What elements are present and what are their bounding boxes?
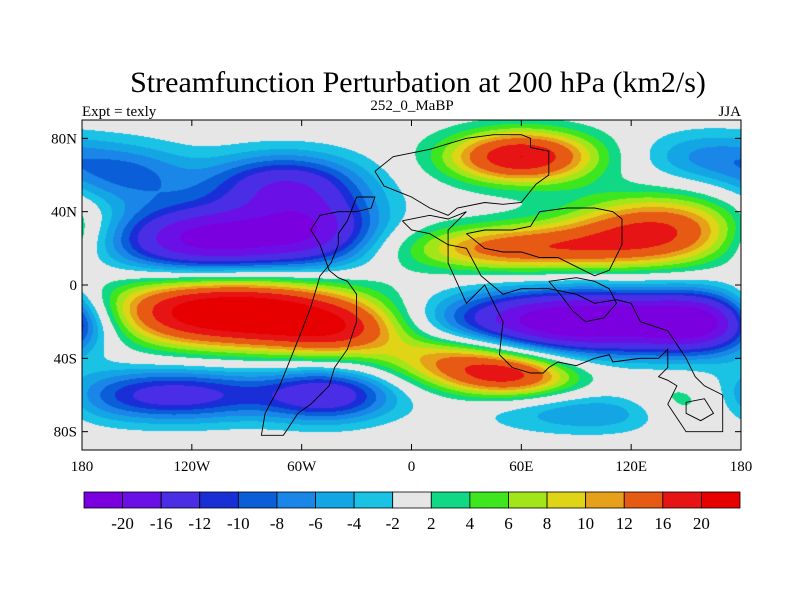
colorbar-swatch-7 [353,491,394,509]
colorbar-label-3: -10 [227,514,250,533]
colorbar-swatch-14 [623,491,664,509]
colorbar-swatch-15 [662,491,702,509]
y-tick-label-0: 80N [51,131,77,147]
colorbar-label-8: 2 [427,514,436,533]
colorbar-swatch-1 [122,491,162,509]
colorbar-swatch-11 [508,491,548,509]
colorbar-swatch-10 [469,491,509,509]
continent-outlines [260,134,724,436]
colorbar-label-14: 16 [654,514,671,533]
y-tick-label-2: 0 [70,278,78,294]
colorbar-label-1: -16 [150,514,173,533]
continent-outline-1 [260,196,376,436]
colorbar-swatch-5 [276,491,316,509]
colorbar-label-12: 10 [577,514,594,533]
colorbar-label-7: -2 [386,514,400,533]
continent-outline-3 [466,207,623,277]
experiment-label: Expt = texly [82,104,157,120]
colorbar-label-4: -8 [270,514,284,533]
colorbar-swatch-16 [701,491,741,509]
plot-area: 180 120W 60W 0 60E 120E 180 80N 40N 0 40S 80S [51,119,752,475]
axis-ticks: 180 120W 60W 0 60E 120E 180 80N 40N 0 40S 80S [51,120,752,475]
y-tick-label-3: 40S [54,351,77,367]
chart-title: Streamfunction Perturbation at 200 hPa (… [130,66,706,99]
colorbar-label-13: 12 [616,514,633,533]
x-tick-label-3: 0 [408,459,416,475]
case-label: 252_0_MaBP [370,98,453,114]
y-tick-label-1: 40N [51,205,77,221]
streamfunction-field [82,120,741,450]
colorbar-swatch-13 [585,491,625,509]
colorbar-swatch-2 [160,491,201,509]
colorbar-label-11: 8 [543,514,552,533]
colorbar-label-5: -6 [308,514,322,533]
colorbar-label-0: -20 [111,514,134,533]
colorbar-swatch-3 [199,491,239,509]
season-label: JJA [718,104,741,120]
colorbar-label-2: -12 [188,514,211,533]
colorbar-swatch-0 [83,491,123,509]
colorbar-label-6: -4 [347,514,362,533]
x-tick-label-5: 120E [615,459,647,475]
x-tick-label-0: 180 [71,459,94,475]
colorbar-swatch-12 [546,491,587,509]
x-tick-label-2: 60W [287,459,317,475]
x-tick-label-1: 120W [173,459,211,475]
colorbar-label-9: 4 [466,514,475,533]
colorbar-swatch-8 [392,491,432,509]
colorbar-swatch-6 [315,491,355,509]
continent-outline-5 [685,398,715,422]
continent-outline-4 [548,277,618,323]
x-tick-label-6: 180 [730,459,753,475]
colorbar-label-10: 6 [504,514,513,533]
colorbar-label-15: 20 [693,514,710,533]
continent-outline-2 [401,211,724,433]
colorbar: -20 -16 -12 -10 -8 -6 -4 -2 2 4 6 8 10 12 16 20 [83,491,741,533]
y-tick-label-4: 80S [54,425,77,441]
x-tick-label-4: 60E [509,459,533,475]
colorbar-swatch-9 [430,491,471,509]
continent-outline-0 [374,134,550,216]
colorbar-swatch-4 [237,491,278,509]
